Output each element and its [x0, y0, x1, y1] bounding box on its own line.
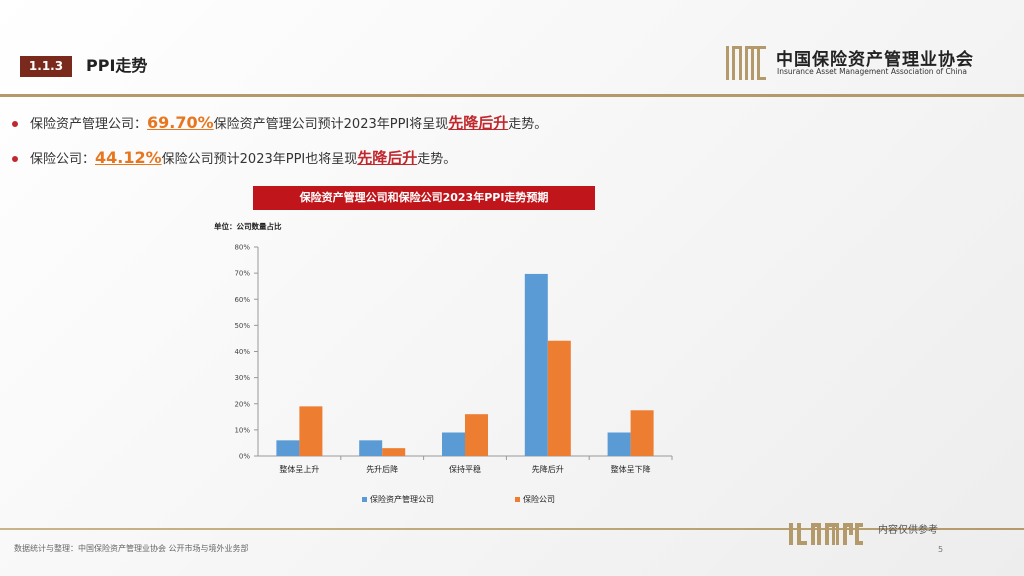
y-tick-label: 40%: [234, 348, 250, 356]
bullet-prefix: 保险公司：: [30, 152, 96, 167]
bullet-highlight: 先降后升: [357, 149, 418, 167]
iamac-footer-logo-icon: [789, 523, 863, 545]
bullet-insurance: 保险公司：44.12%保险公司预计2023年PPI也将呈现先降后升走势。: [12, 148, 456, 170]
bullet-suffix: 走势。: [508, 117, 548, 132]
bullet-prefix: 保险资产管理公司：: [30, 117, 148, 132]
y-tick-label: 20%: [234, 400, 250, 408]
bullet-percent: 69.70%: [147, 113, 214, 132]
bullet-dot-icon: [12, 155, 18, 162]
y-tick-label: 60%: [234, 296, 250, 304]
bar-asset-management: [607, 432, 631, 456]
legend-label: 保险公司: [523, 494, 555, 504]
x-tick-label: 先升后降: [366, 464, 398, 474]
chart-unit-label: 单位：公司数量占比: [214, 221, 282, 231]
bullet-text: 保险资产管理公司预计2023年PPI将呈现: [213, 117, 449, 132]
header-divider: [0, 94, 1024, 97]
y-tick-label: 50%: [234, 322, 250, 330]
bullet-text: 保险公司预计2023年PPI也将呈现: [161, 152, 358, 167]
bar-asset-management: [276, 440, 300, 456]
disclaimer-note: 内容仅供参考: [878, 525, 938, 536]
bar-asset-management: [359, 440, 383, 456]
bar-insurance: [299, 406, 323, 456]
x-tick-label: 保持平稳: [449, 464, 481, 474]
bar-insurance: [382, 448, 406, 456]
bullet-asset-management: 保险资产管理公司：69.70%保险资产管理公司预计2023年PPI将呈现先降后升…: [12, 113, 547, 135]
bar-insurance: [630, 410, 654, 456]
y-tick-label: 70%: [234, 270, 250, 278]
y-tick-label: 80%: [234, 244, 250, 252]
org-name-cn: 中国保险资产管理业协会: [776, 50, 974, 70]
bar-insurance: [547, 340, 571, 456]
footer-source: 数据统计与整理：中国保险资产管理业协会 公开市场与境外业务部: [14, 544, 249, 553]
bar-asset-management: [524, 273, 548, 456]
bar-insurance: [465, 414, 488, 456]
legend-label: 保险资产管理公司: [370, 494, 434, 504]
legend-swatch: [362, 497, 367, 502]
org-name-en: Insurance Asset Management Association o…: [777, 67, 967, 76]
x-tick-label: 先降后升: [532, 464, 564, 474]
bullet-suffix: 走势。: [417, 152, 457, 167]
y-tick-label: 0%: [239, 453, 250, 461]
bar-asset-management: [442, 432, 465, 456]
x-tick-label: 整体呈上升: [279, 464, 319, 474]
chart-title-banner: 保险资产管理公司和保险公司2023年PPI走势预期: [253, 186, 595, 210]
iamac-logo-icon: [726, 46, 766, 80]
section-number-badge: 1.1.3: [20, 56, 72, 77]
bullet-dot-icon: [12, 120, 18, 127]
bullet-percent: 44.12%: [95, 148, 162, 167]
legend-swatch: [515, 497, 520, 502]
page-number: 5: [938, 545, 944, 554]
x-tick-label: 整体呈下降: [611, 464, 651, 474]
footer-divider: [0, 528, 1024, 530]
page-title: PPI走势: [86, 56, 148, 75]
y-tick-label: 10%: [234, 426, 250, 434]
bullet-highlight: 先降后升: [448, 114, 509, 132]
y-tick-label: 30%: [234, 374, 250, 382]
